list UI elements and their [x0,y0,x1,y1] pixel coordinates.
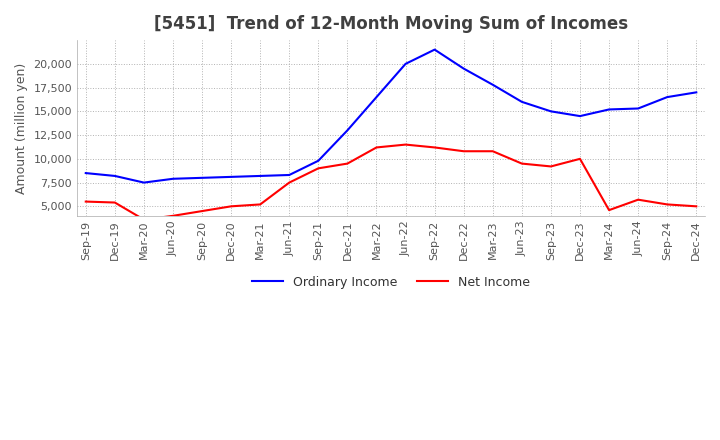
Net Income [256,202,264,207]
Y-axis label: Amount (million yen): Amount (million yen) [15,62,28,194]
Net Income [431,145,439,150]
Net Income [634,197,642,202]
Ordinary Income [256,173,264,179]
Ordinary Income [314,158,323,163]
Ordinary Income [168,176,177,181]
Ordinary Income [110,173,119,179]
Line: Ordinary Income: Ordinary Income [86,50,696,183]
Ordinary Income [198,175,207,180]
Net Income [692,204,701,209]
Net Income [372,145,381,150]
Ordinary Income [459,66,468,71]
Ordinary Income [576,114,585,119]
Ordinary Income [343,128,352,133]
Title: [5451]  Trend of 12-Month Moving Sum of Incomes: [5451] Trend of 12-Month Moving Sum of I… [154,15,628,33]
Net Income [168,213,177,219]
Net Income [343,161,352,166]
Net Income [285,180,294,185]
Line: Net Income: Net Income [86,145,696,220]
Net Income [488,149,497,154]
Net Income [314,166,323,171]
Ordinary Income [546,109,555,114]
Net Income [546,164,555,169]
Ordinary Income [285,172,294,178]
Ordinary Income [372,95,381,100]
Ordinary Income [140,180,148,185]
Ordinary Income [634,106,642,111]
Ordinary Income [81,170,90,176]
Ordinary Income [605,107,613,112]
Ordinary Income [663,95,672,100]
Net Income [605,208,613,213]
Net Income [518,161,526,166]
Ordinary Income [431,47,439,52]
Ordinary Income [692,90,701,95]
Net Income [198,209,207,214]
Ordinary Income [518,99,526,104]
Legend: Ordinary Income, Net Income: Ordinary Income, Net Income [247,271,535,294]
Net Income [459,149,468,154]
Ordinary Income [401,61,410,66]
Net Income [576,156,585,161]
Net Income [140,217,148,222]
Ordinary Income [227,174,235,180]
Net Income [81,199,90,204]
Net Income [401,142,410,147]
Net Income [663,202,672,207]
Ordinary Income [488,82,497,88]
Net Income [110,200,119,205]
Net Income [227,204,235,209]
